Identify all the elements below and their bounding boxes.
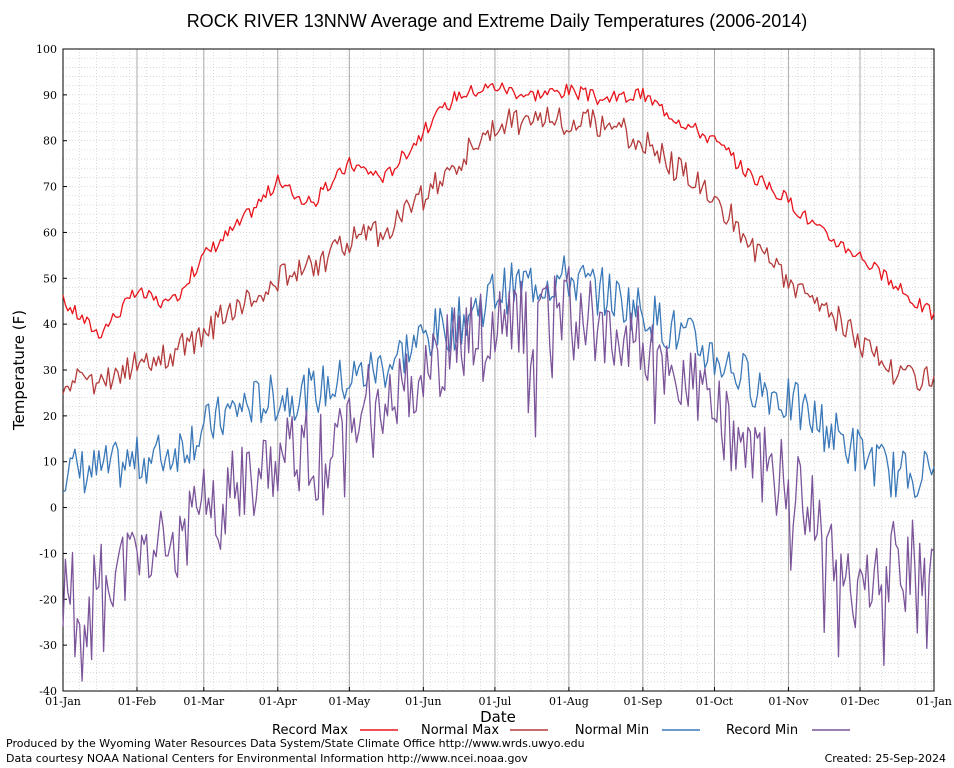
x-tick-label: 01-Jan bbox=[45, 695, 81, 708]
x-tick-label: 01-May bbox=[328, 695, 371, 708]
y-tick-label: 90 bbox=[43, 89, 57, 102]
axis-ticks: -40 -30 -20 -10 0 10 20 30 40 50 60 70 80 90 100 01-Jan… bbox=[36, 43, 952, 708]
y-tick-label: 60 bbox=[43, 226, 57, 239]
x-tick-label: 01-Oct bbox=[696, 695, 734, 708]
x-tick-label: 01-Feb bbox=[118, 695, 156, 708]
series-line-record-min bbox=[62, 266, 935, 682]
y-tick-label: 40 bbox=[43, 318, 57, 331]
series-line-normal-min bbox=[62, 255, 935, 498]
x-tick-label: 01-Jan bbox=[916, 695, 952, 708]
y-tick-label: 10 bbox=[43, 456, 57, 469]
legend-label: Record Min bbox=[726, 723, 798, 738]
x-tick-label: 01-Mar bbox=[183, 695, 225, 708]
y-tick-label: 80 bbox=[43, 135, 57, 148]
series-line-record-max bbox=[62, 82, 935, 339]
x-tick-label: 01-Nov bbox=[768, 695, 809, 708]
x-tick-label: 01-Jun bbox=[405, 695, 441, 708]
footer-created-date: Created: 25-Sep-2024 bbox=[824, 752, 946, 765]
legend-label: Normal Max bbox=[421, 723, 499, 738]
legend-item: Normal Max bbox=[421, 723, 548, 738]
y-tick-label: 70 bbox=[43, 181, 57, 194]
legend-item: Normal Min bbox=[575, 723, 700, 738]
footer-data-courtesy: Data courtesy NOAA National Centers for … bbox=[6, 752, 528, 765]
legend: Record Max Normal Max Normal Min Record Min bbox=[272, 723, 850, 738]
legend-item: Record Max bbox=[272, 723, 398, 738]
x-tick-label: 01-Apr bbox=[259, 695, 298, 708]
y-tick-label: 20 bbox=[43, 410, 57, 423]
y-tick-label: -20 bbox=[39, 593, 57, 606]
legend-item: Record Min bbox=[726, 723, 850, 738]
x-axis-label: Date bbox=[480, 708, 516, 726]
x-tick-label: 01-Jul bbox=[479, 695, 512, 708]
x-tick-label: 01-Dec bbox=[840, 695, 879, 708]
x-tick-label: 01-Sep bbox=[623, 695, 662, 708]
y-tick-label: -30 bbox=[39, 639, 57, 652]
series-lines bbox=[62, 82, 935, 682]
y-tick-label: 30 bbox=[43, 364, 57, 377]
y-tick-label: -10 bbox=[39, 547, 57, 560]
y-tick-label: -40 bbox=[39, 685, 57, 698]
legend-label: Record Max bbox=[272, 723, 348, 738]
y-tick-label: 50 bbox=[43, 272, 57, 285]
chart-title: ROCK RIVER 13NNW Average and Extreme Dai… bbox=[187, 11, 808, 31]
y-axis-label: Temperature (F) bbox=[10, 310, 28, 431]
series-line-normal-max bbox=[62, 106, 935, 395]
legend-label: Normal Min bbox=[575, 723, 649, 738]
footer-produced-by: Produced by the Wyoming Water Resources … bbox=[6, 737, 585, 750]
y-tick-label: 0 bbox=[50, 502, 57, 515]
y-tick-label: 100 bbox=[36, 43, 57, 56]
x-tick-label: 01-Aug bbox=[549, 695, 589, 708]
